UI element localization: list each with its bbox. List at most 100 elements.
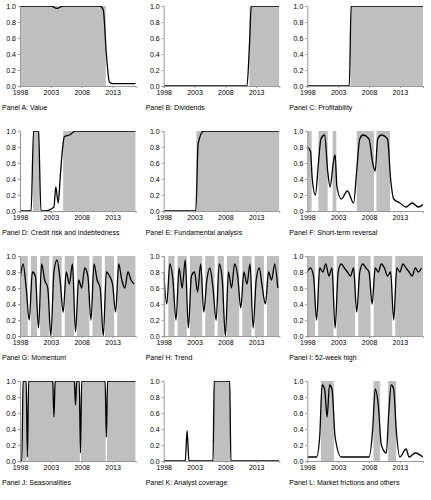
y-tick: 0.6 (150, 410, 164, 417)
y-tick-label: 0.6 (294, 410, 304, 417)
y-tick-label: 0.6 (150, 160, 160, 167)
panel: 0.00.20.40.60.81.01998200320082013Panel … (289, 253, 423, 362)
y-tick-label: 0.2 (294, 317, 304, 324)
x-tick: 2003 (44, 86, 60, 96)
y-tick-mark (162, 336, 164, 337)
x-tick: 2008 (362, 86, 378, 96)
y-tick-label: 0.4 (6, 51, 16, 58)
panel-title: Panel H: Trend (146, 354, 193, 361)
y-tick-mark (18, 211, 20, 212)
x-tick: 2013 (393, 86, 409, 96)
x-tick: 1998 (13, 336, 29, 346)
x-axis-line (164, 337, 280, 339)
y-tick-label: 1.0 (294, 378, 304, 385)
y-tick: 1.0 (294, 378, 308, 385)
x-axis-line (21, 462, 137, 464)
x-tick: 2013 (105, 461, 121, 471)
y-tick-label: 0.8 (6, 394, 16, 401)
y-tick-label: 1.0 (6, 378, 16, 385)
y-tick: 0.2 (6, 442, 20, 449)
y-tick: 0.8 (294, 19, 308, 26)
y-tick-label: 0.8 (6, 144, 16, 151)
panel-title: Panel I: 52-week high (289, 354, 356, 362)
y-tick-label: 0.4 (150, 176, 160, 183)
y-tick-mark (18, 131, 20, 132)
x-tick-mark (400, 211, 401, 213)
x-tick-mark (338, 461, 339, 463)
x-tick: 2003 (187, 461, 203, 471)
plot-area (307, 381, 423, 461)
y-tick-label: 0.2 (150, 317, 160, 324)
y-tick-label: 1.0 (150, 378, 160, 385)
panel: 0.00.20.40.60.81.01998200320082013Panel … (2, 128, 136, 236)
x-tick-mark (400, 461, 401, 463)
x-tick-label: 1998 (13, 464, 29, 471)
x-tick-label: 2008 (362, 339, 378, 346)
x-tick-mark (164, 336, 165, 338)
y-tick-label: 0.4 (150, 51, 160, 58)
x-tick-mark (307, 461, 308, 463)
y-tick: 0.2 (294, 442, 308, 449)
y-tick-mark (162, 6, 164, 7)
panel-title: Panel C: Profitability (289, 104, 353, 112)
x-tick-mark (225, 86, 226, 88)
x-tick: 2013 (249, 86, 265, 96)
x-tick-label: 2013 (393, 214, 409, 221)
x-tick-label: 2003 (44, 464, 60, 471)
x-tick: 2003 (331, 86, 347, 96)
y-axis-line (162, 7, 165, 87)
shaded-region (196, 131, 279, 211)
y-tick: 1.0 (294, 253, 308, 260)
x-tick-mark (369, 211, 370, 213)
y-tick-mark (162, 272, 164, 273)
y-tick-label: 0.6 (6, 35, 16, 42)
x-tick-label: 2013 (249, 214, 265, 221)
y-tick: 0.2 (150, 442, 164, 449)
x-tick-mark (338, 211, 339, 213)
x-tick: 2003 (331, 211, 347, 221)
shaded-region (105, 256, 114, 336)
x-axis-line (164, 212, 280, 214)
x-tick-mark (82, 86, 83, 88)
y-tick-mark (18, 179, 20, 180)
line (20, 131, 136, 211)
x-tick-label: 2003 (44, 214, 60, 221)
x-tick-label: 2003 (187, 89, 203, 96)
x-tick: 2003 (44, 211, 60, 221)
x-tick: 2003 (187, 336, 203, 346)
y-tick: 0.4 (150, 176, 164, 183)
shaded-region (395, 256, 423, 336)
panel-title: Panel J: Seasonalities (2, 479, 71, 486)
plot-area (307, 131, 423, 211)
x-axis: 1998200320082013 (13, 336, 136, 346)
y-tick-mark (305, 147, 307, 148)
panel: 0.00.20.40.60.81.01998200320082013Panel … (2, 253, 136, 361)
y-tick-label: 1.0 (294, 128, 304, 135)
y-tick-label: 0.4 (150, 301, 160, 308)
y-tick: 0.2 (294, 192, 308, 199)
x-tick: 1998 (13, 461, 29, 471)
x-tick-mark (164, 86, 165, 88)
plot-area (164, 256, 280, 336)
y-tick-label: 0.2 (150, 192, 160, 199)
x-tick: 2003 (187, 86, 203, 96)
y-tick-mark (305, 211, 307, 212)
y-tick-label: 0.4 (150, 426, 160, 433)
x-tick-label: 1998 (300, 214, 316, 221)
y-tick: 0.2 (150, 67, 164, 74)
x-tick-label: 1998 (13, 89, 29, 96)
x-tick-mark (51, 461, 52, 463)
panel: 0.00.20.40.60.81.01998200320082013Panel … (2, 3, 136, 111)
y-tick-label: 0.4 (294, 51, 304, 58)
x-tick-label: 2003 (187, 214, 203, 221)
line (164, 260, 278, 336)
y-axis: 0.00.20.40.60.81.0 (294, 3, 308, 90)
x-tick-mark (51, 211, 52, 213)
y-tick-label: 0.8 (150, 19, 160, 26)
x-tick-mark (51, 336, 52, 338)
x-tick: 2013 (393, 211, 409, 221)
x-tick-mark (369, 336, 370, 338)
y-tick-label: 0.2 (6, 67, 16, 74)
panel-title: Panel D: Credit risk and indebtedness (2, 229, 120, 236)
y-tick-label: 0.8 (294, 394, 304, 401)
